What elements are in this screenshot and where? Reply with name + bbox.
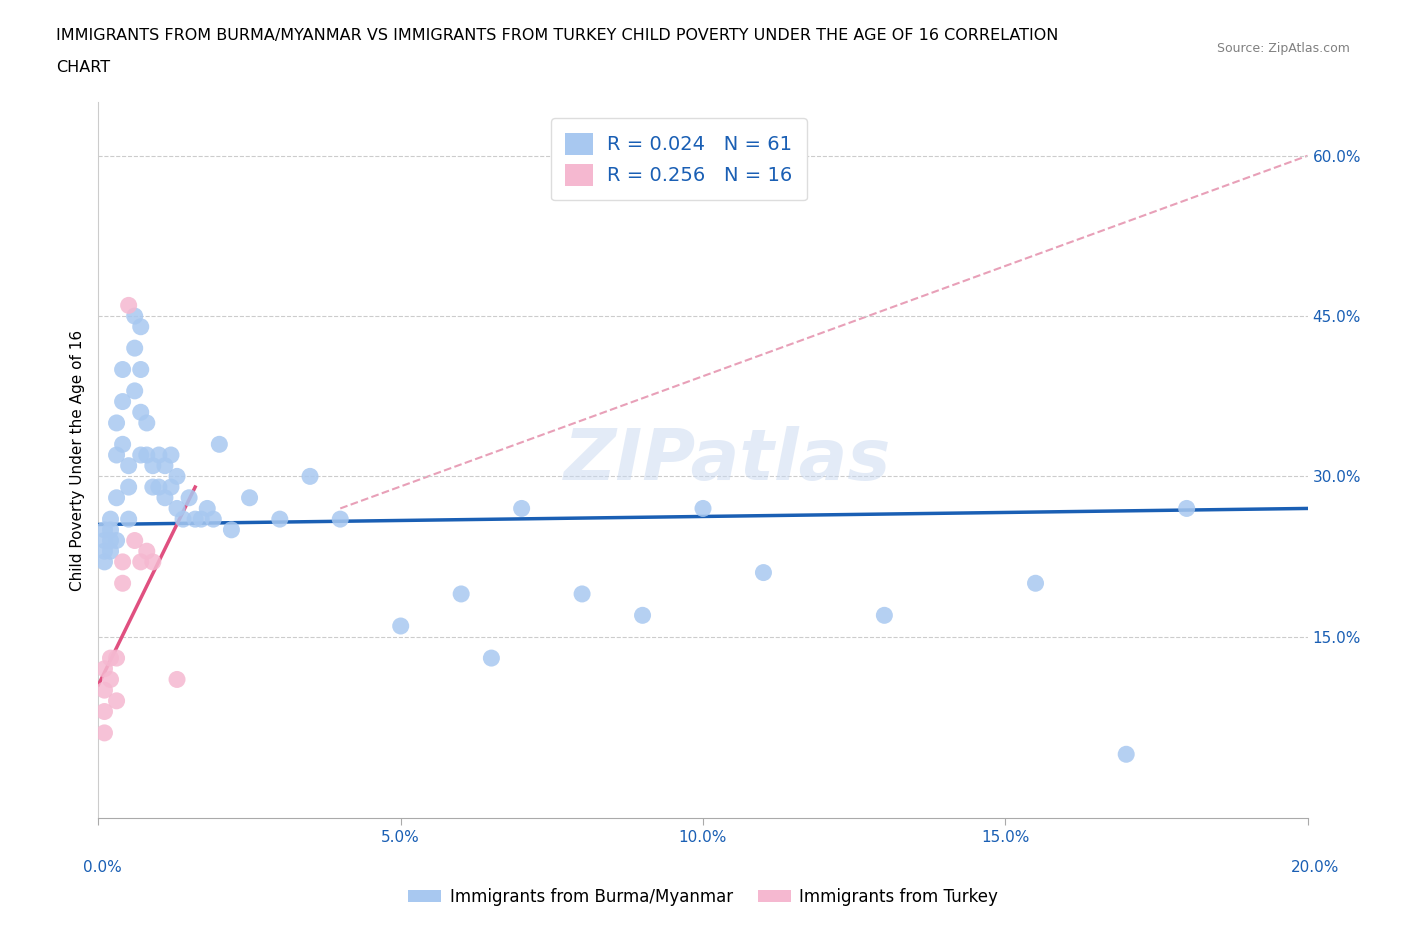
Immigrants from Turkey (93, 661, 115, 676)
Immigrants from Burma/Myanmar (124, 309, 146, 324)
Immigrants from Burma/Myanmar (195, 501, 218, 516)
Immigrants from Burma/Myanmar (142, 480, 165, 495)
Immigrants from Burma/Myanmar (389, 618, 412, 633)
Immigrants from Burma/Myanmar (299, 469, 322, 484)
Immigrants from Turkey (166, 672, 188, 687)
Legend: Immigrants from Burma/Myanmar, Immigrants from Turkey: Immigrants from Burma/Myanmar, Immigrant… (401, 881, 1005, 912)
Immigrants from Burma/Myanmar (752, 565, 775, 580)
Immigrants from Burma/Myanmar (148, 480, 170, 495)
Immigrants from Burma/Myanmar (100, 523, 122, 538)
Immigrants from Burma/Myanmar (93, 533, 115, 548)
Immigrants from Burma/Myanmar (118, 480, 141, 495)
Y-axis label: Child Poverty Under the Age of 16: Child Poverty Under the Age of 16 (69, 330, 84, 591)
Immigrants from Burma/Myanmar (105, 416, 128, 431)
Immigrants from Burma/Myanmar (111, 394, 134, 409)
Immigrants from Burma/Myanmar (179, 490, 201, 505)
Immigrants from Burma/Myanmar (1024, 576, 1046, 591)
Immigrants from Turkey (93, 704, 115, 719)
Text: ZIPatlas: ZIPatlas (564, 426, 891, 495)
Immigrants from Burma/Myanmar (172, 512, 194, 526)
Immigrants from Burma/Myanmar (269, 512, 291, 526)
Immigrants from Turkey (93, 725, 115, 740)
Immigrants from Turkey (111, 554, 134, 569)
Immigrants from Burma/Myanmar (160, 480, 183, 495)
Text: 20.0%: 20.0% (1291, 860, 1339, 875)
Immigrants from Burma/Myanmar (129, 362, 152, 377)
Immigrants from Burma/Myanmar (184, 512, 207, 526)
Immigrants from Turkey (111, 576, 134, 591)
Immigrants from Burma/Myanmar (100, 512, 122, 526)
Immigrants from Burma/Myanmar (153, 458, 176, 473)
Immigrants from Burma/Myanmar (166, 501, 188, 516)
Immigrants from Burma/Myanmar (202, 512, 225, 526)
Immigrants from Turkey (135, 544, 157, 559)
Immigrants from Burma/Myanmar (135, 416, 157, 431)
Immigrants from Burma/Myanmar (571, 587, 593, 602)
Immigrants from Turkey (124, 533, 146, 548)
Immigrants from Turkey (100, 672, 122, 687)
Immigrants from Turkey (105, 651, 128, 666)
Immigrants from Burma/Myanmar (510, 501, 533, 516)
Immigrants from Burma/Myanmar (118, 512, 141, 526)
Immigrants from Burma/Myanmar (1115, 747, 1137, 762)
Immigrants from Burma/Myanmar (239, 490, 262, 505)
Immigrants from Burma/Myanmar (124, 340, 146, 355)
Immigrants from Burma/Myanmar (329, 512, 352, 526)
Immigrants from Turkey (100, 651, 122, 666)
Immigrants from Burma/Myanmar (93, 523, 115, 538)
Text: Source: ZipAtlas.com: Source: ZipAtlas.com (1216, 42, 1350, 55)
Text: 0.0%: 0.0% (83, 860, 122, 875)
Immigrants from Turkey (93, 683, 115, 698)
Immigrants from Turkey (118, 298, 141, 312)
Immigrants from Burma/Myanmar (93, 544, 115, 559)
Immigrants from Turkey (129, 554, 152, 569)
Immigrants from Burma/Myanmar (105, 447, 128, 462)
Immigrants from Burma/Myanmar (105, 533, 128, 548)
Immigrants from Burma/Myanmar (450, 587, 472, 602)
Immigrants from Burma/Myanmar (148, 447, 170, 462)
Immigrants from Burma/Myanmar (166, 469, 188, 484)
Immigrants from Burma/Myanmar (100, 533, 122, 548)
Immigrants from Burma/Myanmar (160, 447, 183, 462)
Immigrants from Burma/Myanmar (111, 437, 134, 452)
Immigrants from Burma/Myanmar (100, 544, 122, 559)
Immigrants from Burma/Myanmar (129, 447, 152, 462)
Immigrants from Burma/Myanmar (124, 383, 146, 398)
Text: IMMIGRANTS FROM BURMA/MYANMAR VS IMMIGRANTS FROM TURKEY CHILD POVERTY UNDER THE : IMMIGRANTS FROM BURMA/MYANMAR VS IMMIGRA… (56, 28, 1059, 43)
Immigrants from Burma/Myanmar (129, 319, 152, 334)
Immigrants from Burma/Myanmar (631, 608, 654, 623)
Immigrants from Burma/Myanmar (190, 512, 212, 526)
Immigrants from Burma/Myanmar (692, 501, 714, 516)
Immigrants from Burma/Myanmar (105, 490, 128, 505)
Immigrants from Burma/Myanmar (129, 405, 152, 419)
Immigrants from Burma/Myanmar (118, 458, 141, 473)
Immigrants from Burma/Myanmar (153, 490, 176, 505)
Immigrants from Burma/Myanmar (221, 523, 243, 538)
Immigrants from Burma/Myanmar (111, 362, 134, 377)
Legend: R = 0.024   N = 61, R = 0.256   N = 16: R = 0.024 N = 61, R = 0.256 N = 16 (551, 118, 807, 201)
Immigrants from Burma/Myanmar (481, 651, 503, 666)
Immigrants from Burma/Myanmar (873, 608, 896, 623)
Immigrants from Burma/Myanmar (1175, 501, 1198, 516)
Text: CHART: CHART (56, 60, 110, 75)
Immigrants from Burma/Myanmar (93, 554, 115, 569)
Immigrants from Turkey (105, 694, 128, 709)
Immigrants from Burma/Myanmar (208, 437, 231, 452)
Immigrants from Turkey (142, 554, 165, 569)
Immigrants from Burma/Myanmar (142, 458, 165, 473)
Immigrants from Burma/Myanmar (135, 447, 157, 462)
